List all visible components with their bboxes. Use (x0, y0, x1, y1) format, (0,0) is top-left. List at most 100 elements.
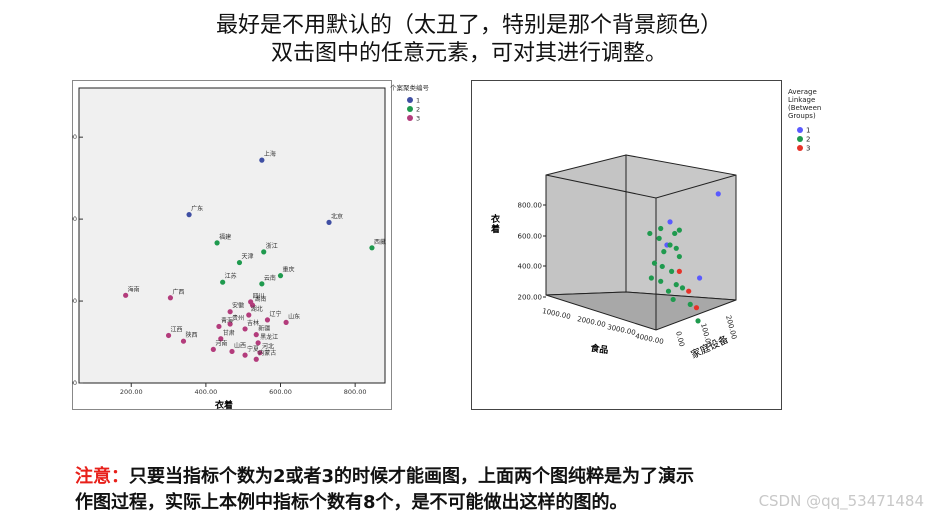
scatter-point-3d (647, 230, 653, 237)
legend-marker (407, 106, 413, 112)
point-label: 湖南 (255, 295, 267, 303)
x-tick-label: 600.00 (269, 388, 292, 396)
scatter-point-3d (659, 263, 665, 270)
y-tick-label: 400.00 (518, 263, 543, 271)
y-tick-label: 3000.00 (72, 215, 77, 223)
point-label: 海南 (128, 285, 140, 293)
scatter-point-3d (668, 268, 675, 274)
point-label: 西藏 (374, 238, 386, 246)
z-tick-label: 0.00 (674, 330, 686, 347)
legend-2d: 个案聚类编号 123 (390, 83, 430, 123)
scatter-chart-3d[interactable]: 200.00 400.00 600.00 800.00 衣着 1000.00 2000.00… (471, 80, 782, 410)
x-axis-label-3d: 食品 (589, 342, 610, 357)
legend-title-line: Groups) (788, 112, 816, 120)
scatter-point (167, 295, 174, 301)
scatter-point (236, 259, 243, 266)
scatter-point-3d (658, 278, 664, 284)
note-line-1: 注意：只要当指标个数为2或者3的时候才能画图，上面两个图纯粹是为了演示 (75, 464, 694, 490)
scatter-point-3d (656, 235, 662, 241)
scatter-point (277, 273, 284, 279)
point-label: 云南 (264, 274, 276, 282)
point-label: 安徽 (232, 302, 244, 310)
scatter-point (255, 340, 261, 346)
scatter-point (218, 336, 224, 342)
y-tick-label: 800.00 (518, 202, 543, 210)
point-label: 四川 (253, 293, 265, 300)
point-label: 浙江 (266, 242, 278, 250)
note-line-1-text: 只要当指标个数为2或者3的时候才能画图，上面两个图纯粹是为了演示 (129, 466, 695, 487)
scatter-3d-svg: 200.00400.00600.00800.00衣着1000.002000.00… (471, 80, 782, 410)
scatter-point-3d (672, 230, 678, 237)
point-label: 河北 (262, 343, 274, 351)
point-label: 山西 (234, 341, 246, 349)
cube-back-right-wall (625, 154, 737, 301)
point-label: 北京 (331, 212, 343, 220)
scatter-point (246, 312, 252, 318)
legend-title-line: Average (788, 88, 817, 96)
y-tick-label: 4000.00 (72, 133, 77, 141)
legend-label: 2 (416, 106, 420, 114)
page-title-line-2: 双击图中的任意元素，可对其进行调整。 (270, 41, 667, 66)
scatter-point-3d (687, 301, 693, 307)
scatter-point-3d (676, 227, 682, 233)
scatter-point-3d (696, 275, 703, 281)
point-label: 广东 (191, 205, 203, 213)
scatter-point-3d (667, 242, 673, 248)
page-title-line-1: 最好是不用默认的（太丑了，特别是那个背景颜色） (215, 13, 722, 38)
point-label: 青海 (221, 316, 233, 324)
plot-area (78, 87, 386, 384)
watermark: CSDN @qq_53471484 (758, 492, 924, 510)
point-label: 江苏 (225, 272, 237, 280)
point-label: 黑龙江 (260, 333, 278, 341)
legend-label: 2 (806, 136, 810, 144)
y-tick-label: 600.00 (518, 233, 543, 241)
point-label: 湖北 (251, 305, 263, 313)
scatter-point (261, 249, 267, 255)
point-label: 陕西 (185, 331, 197, 339)
cube-floor (545, 291, 737, 331)
point-label: 重庆 (283, 266, 295, 274)
note-line-2: 作图过程，实际上本例中指标个数有8个，是不可能做出这样的图的。 (75, 492, 628, 513)
point-label: 内蒙古 (258, 349, 276, 357)
scatter-point (242, 352, 248, 358)
scatter-point (123, 292, 129, 298)
x-tick-label: 400.00 (195, 388, 218, 396)
legend-title: 个案聚类编号 (390, 83, 430, 92)
scatter-point (227, 309, 233, 315)
scatter-point (216, 323, 222, 330)
scatter-chart-2d[interactable]: 200.00 400.00 600.00 800.00 1000.00 2000.00 30… (50, 80, 392, 411)
y-axis-label-3d: 衣 (491, 213, 500, 225)
legend-marker (797, 136, 803, 142)
scatter-point-3d (686, 288, 692, 294)
point-label: 山东 (288, 312, 300, 320)
x-axis-label: 衣着 (215, 399, 233, 410)
point-label: 甘肃 (223, 329, 235, 337)
scatter-point (326, 219, 332, 225)
y-tick-label: 2000.00 (72, 297, 77, 305)
scatter-point (227, 321, 233, 327)
y-axis-label-3d-2: 着 (490, 223, 500, 235)
point-label: 河南 (215, 339, 227, 347)
scatter-point-3d (679, 285, 686, 291)
legend-marker (407, 115, 413, 121)
scatter-point-3d (665, 288, 672, 294)
legend-label: 1 (416, 97, 420, 105)
scatter-point (253, 356, 259, 362)
point-label: 吉林 (247, 319, 259, 327)
scatter-point (220, 279, 226, 285)
legend-marker (407, 97, 413, 103)
scatter-point-3d (651, 260, 658, 266)
legend-marker (797, 127, 803, 133)
scatter-point (257, 350, 263, 356)
scatter-point (214, 240, 220, 246)
scatter-2d-svg: 200.00 400.00 600.00 800.00 1000.00 2000.00 30… (50, 80, 392, 411)
point-label: 辽宁 (269, 310, 281, 318)
legend-label: 3 (806, 145, 810, 153)
scatter-point-3d (670, 296, 676, 303)
scatter-point (165, 332, 172, 339)
scatter-point (259, 157, 265, 163)
point-label: 新疆 (258, 325, 270, 333)
x-tick-label: 200.00 (120, 388, 143, 396)
y-tick-label: 1000.00 (72, 379, 77, 387)
